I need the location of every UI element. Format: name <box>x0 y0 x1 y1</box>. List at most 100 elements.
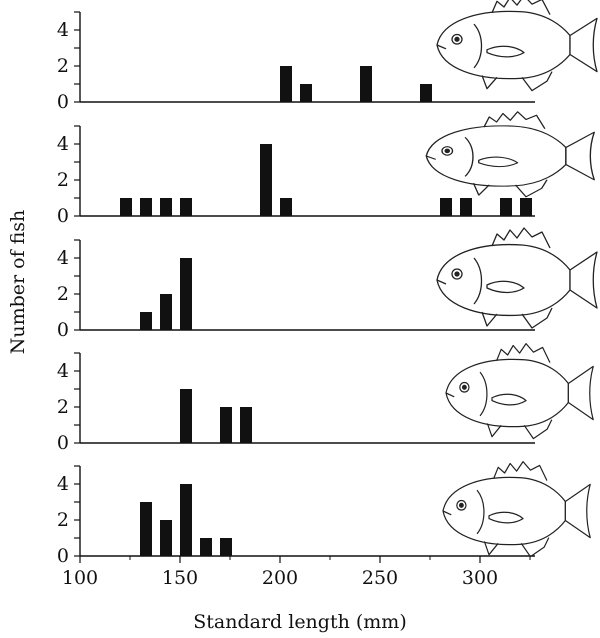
x-tick-label: 100 <box>62 567 98 589</box>
fish-illustrations <box>425 0 598 558</box>
fish-mouth <box>445 392 455 398</box>
fish-anal-fin <box>523 419 553 440</box>
fish-eye <box>451 33 463 45</box>
x-tick-label: 300 <box>462 567 498 589</box>
histogram-bar <box>140 312 152 330</box>
y-tick-label: 0 <box>57 205 69 227</box>
fish-mouth <box>425 155 436 160</box>
fish-pelvic-fin <box>483 541 499 556</box>
fish-mouth <box>442 510 452 516</box>
histogram-bar <box>520 198 532 216</box>
y-tick-label: 4 <box>57 473 69 495</box>
fish-mouth <box>436 44 447 50</box>
y-tick-label: 4 <box>57 133 69 155</box>
fish-body <box>436 10 571 80</box>
x-tick-label: 200 <box>262 567 298 589</box>
x-axis: 100 150 200 250 300 <box>62 556 531 589</box>
histogram-bar <box>240 407 252 443</box>
histogram-bar <box>420 84 432 102</box>
y-tick-label: 2 <box>57 55 69 77</box>
largemouth-bass-fish-icon <box>425 111 595 198</box>
histogram-panel-3: 0 2 4 <box>57 239 535 341</box>
histogram-bar <box>180 258 192 330</box>
fish-tail <box>564 483 591 539</box>
histogram-bar <box>160 294 172 330</box>
fish-pectoral-fin <box>491 393 527 406</box>
histogram-bar <box>180 484 192 556</box>
crappie-fish-icon <box>436 0 598 92</box>
fish-gill <box>473 257 483 305</box>
fish-pupil <box>461 384 467 390</box>
histogram-bar <box>140 198 152 216</box>
fish-pectoral-fin <box>486 45 525 58</box>
fish-pelvic-fin <box>481 311 498 327</box>
bluegill-fish-icon <box>445 342 594 440</box>
fish-tail <box>569 17 598 73</box>
histogram-bar <box>500 198 512 216</box>
histogram-panel-2: 0 2 4 <box>57 125 535 227</box>
fish-dorsal-fin <box>491 227 551 249</box>
fish-pupil <box>454 271 460 277</box>
histogram-bar <box>260 144 272 216</box>
fish-dorsal-fin <box>493 460 548 481</box>
histogram-panel-4: 0 2 4 <box>57 352 535 454</box>
fish-pupil <box>444 148 451 154</box>
y-tick-label: 4 <box>57 247 69 269</box>
histogram-bar <box>160 520 172 556</box>
fish-dorsal-fin <box>483 111 546 130</box>
y-axis-title: Number of fish <box>7 210 29 355</box>
histogram-bar <box>460 198 472 216</box>
histogram-panels: 0 2 4 0 2 4 0 2 4 0 2 4 0 2 4 <box>57 11 535 567</box>
histogram-bar <box>280 66 292 102</box>
fish-gill <box>464 136 474 177</box>
fish-pelvic-fin <box>481 75 498 90</box>
fish-eye <box>441 146 454 156</box>
y-tick-label: 0 <box>57 319 69 341</box>
histogram-panel-1: 0 2 4 <box>57 11 535 113</box>
y-tick-label: 0 <box>57 545 69 567</box>
y-tick-label: 2 <box>57 283 69 305</box>
histogram-bar <box>140 502 152 556</box>
fish-anal-fin <box>521 307 553 329</box>
fish-eye <box>456 499 467 511</box>
histogram-panel-5: 0 2 4 <box>57 465 535 567</box>
fish-pectoral-fin <box>478 156 519 168</box>
histogram-bar <box>360 66 372 102</box>
sunfish-fish-icon <box>436 227 598 329</box>
pumpkinseed-fish-icon <box>442 460 591 558</box>
fish-body <box>445 358 569 428</box>
fish-tail <box>567 365 594 421</box>
y-tick-label: 2 <box>57 396 69 418</box>
fish-gill <box>479 371 488 417</box>
histogram-bar <box>440 198 452 216</box>
fish-eye <box>459 381 470 393</box>
histogram-bar <box>180 198 192 216</box>
fish-tail <box>565 131 595 181</box>
histogram-bar <box>220 538 232 556</box>
fish-pupil <box>454 36 460 42</box>
fish-tail <box>569 251 598 309</box>
fish-gill <box>476 489 485 535</box>
histogram-bar <box>220 407 232 443</box>
fish-anal-fin <box>514 179 548 198</box>
histogram-bar <box>300 84 312 102</box>
y-tick-label: 4 <box>57 19 69 41</box>
fish-body <box>442 476 566 546</box>
histogram-bar <box>160 198 172 216</box>
x-tick-label: 150 <box>162 567 198 589</box>
histogram-bar <box>180 389 192 443</box>
x-tick-label: 250 <box>362 567 398 589</box>
fish-gill <box>473 23 483 69</box>
histogram-bar <box>280 198 292 216</box>
fish-dorsal-fin <box>491 0 551 15</box>
fish-body <box>425 125 567 187</box>
y-tick-label: 0 <box>57 432 69 454</box>
fish-anal-fin <box>521 71 553 92</box>
histogram-bar <box>200 538 212 556</box>
fish-pectoral-fin <box>488 511 524 524</box>
fish-body <box>436 243 571 317</box>
y-tick-label: 2 <box>57 169 69 191</box>
fish-eye <box>451 268 463 280</box>
fish-dorsal-fin <box>496 342 551 363</box>
